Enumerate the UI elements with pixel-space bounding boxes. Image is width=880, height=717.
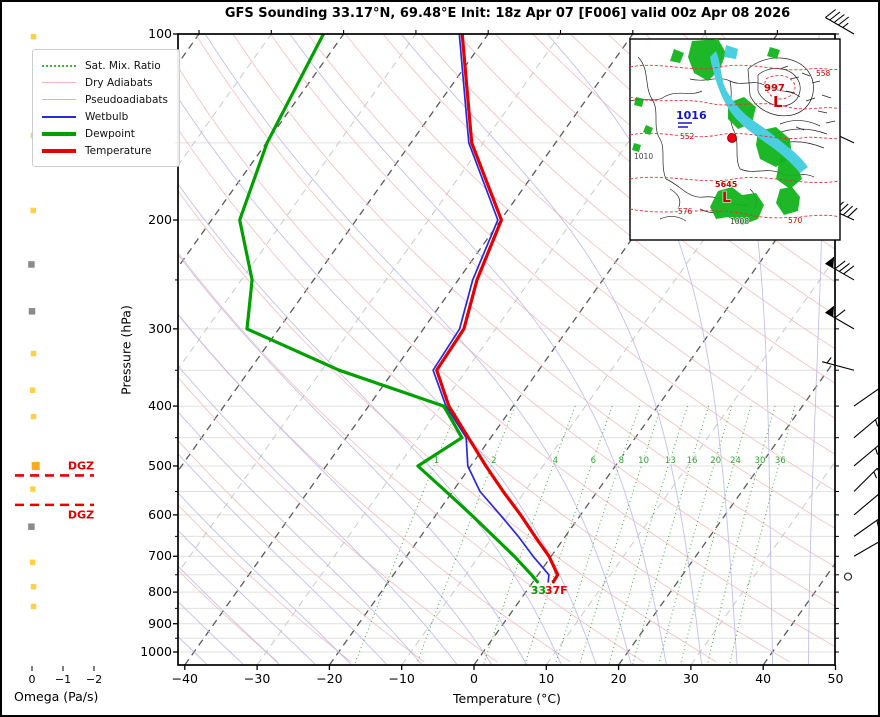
pressure-axis-label: Pressure (hPa) [118,305,134,395]
temperature-axis-label: Temperature (°C) [453,691,561,706]
mixing-ratio-label: 30 [755,456,766,466]
temperature-tick-label: −40 [171,671,198,686]
omega-marker [30,413,37,420]
pressure-tick-label: 700 [148,548,172,564]
legend-label: Pseudoadiabats [85,93,168,106]
legend-label: Wetbulb [85,110,129,123]
map-label: 570 [788,216,803,225]
pressure-tick-label: 300 [148,320,172,336]
surface-temperature-label: 37F [544,583,568,597]
pressure-tick-label: 500 [148,457,172,473]
omega-marker [29,387,36,393]
pressure-tick-label: 400 [148,398,172,414]
omega-marker [30,207,36,214]
sounding-location-dot [727,133,737,143]
legend-swatch-sw-mix [42,64,76,67]
mixing-ratio-label: 8 [619,456,624,466]
map-label: 1010 [634,152,653,161]
mixing-ratio-label: 10 [638,456,649,466]
temperature-tick-label: 40 [755,671,772,686]
temperature-tick-label: 10 [538,671,555,686]
legend-entry: Sat. Mix. Ratio [42,57,168,74]
mixing-ratio-label: 13 [665,456,676,466]
temperature-tick-label: −10 [388,671,415,686]
legend-label: Dewpoint [85,127,135,140]
omega-tick-label: 0 [28,673,36,686]
chart-title: GFS Sounding 33.17°N, 69.48°E Init: 18z … [224,6,791,21]
legend: Sat. Mix. Ratio Dry Adiabats Pseudoadiabat… [32,49,180,167]
mixing-ratio-label: 20 [710,456,721,466]
dgz-label: DGZ [67,459,95,473]
mixing-ratio-label: 4 [553,456,558,466]
map-label: 5645 [715,180,738,189]
omega-axis-label: Omega (Pa/s) [14,689,99,704]
pressure-tick-label: 100 [148,26,172,41]
omega-marker [30,350,37,357]
map-label: 552 [680,132,695,141]
mixing-ratio-label: 6 [591,456,596,466]
omega-marker [30,603,37,610]
omega-tick-label: −2 [85,673,103,686]
temperature-tick-label: 30 [682,671,699,686]
mixing-ratio-label: 36 [775,456,786,466]
map-label: L [722,190,731,206]
map-label: 558 [816,69,831,78]
pressure-tick-label: 200 [148,212,172,228]
temperature-tick-label: −20 [316,671,343,686]
omega-marker [28,523,35,530]
map-label: 576 [678,207,693,216]
plot-area: 1 2 4 6 8 10 13 16 20 24 30 36 [178,34,835,665]
legend-entry: Pseudoadiabats [42,91,168,108]
omega-marker [30,486,36,492]
temperature-tick-label: −30 [243,671,271,686]
legend-swatch-sw-pseudo [42,99,76,100]
temperature-tick-label: 0 [470,671,478,686]
omega-marker [31,461,40,470]
temperature-tick-label: 20 [610,671,627,686]
legend-entry: Dewpoint [42,125,168,142]
pressure-tick-label: 900 [148,615,172,631]
legend-label: Sat. Mix. Ratio [85,59,161,72]
mixing-ratio-label: 16 [687,456,698,466]
legend-label: Temperature [85,144,152,157]
legend-swatch-sw-wet [42,115,76,118]
mixing-ratio-label: 1 [434,456,439,466]
legend-entry: Temperature [42,142,168,159]
pressure-tick-label: 1000 [140,644,172,659]
omega-marker [30,33,37,40]
pressure-tick-label: 600 [148,506,172,522]
omega-marker [29,559,36,566]
legend-swatch-sw-dry [42,82,76,83]
omega-marker [28,308,36,315]
surface-dewpoint-label: 33 [530,583,547,597]
legend-swatch-sw-dew [42,131,76,136]
map-label: L [773,93,783,111]
dgz-label: DGZ [67,508,95,522]
omega-marker [30,583,37,590]
map-label: 1008 [730,217,749,226]
map-label: 1016 [676,109,707,122]
map-label: 997 [764,83,785,94]
mixing-ratio-label: 24 [730,456,741,466]
temperature-tick-label: 50 [827,671,844,686]
legend-label: Dry Adiabats [85,76,153,89]
pressure-tick-label: 800 [148,584,172,600]
legend-entry: Dry Adiabats [42,74,168,91]
legend-entry: Wetbulb [42,108,168,125]
omega-marker [28,261,35,268]
legend-swatch-sw-temp [42,148,76,153]
mixing-ratio-label: 2 [491,456,496,466]
omega-tick-label: −1 [54,673,72,686]
